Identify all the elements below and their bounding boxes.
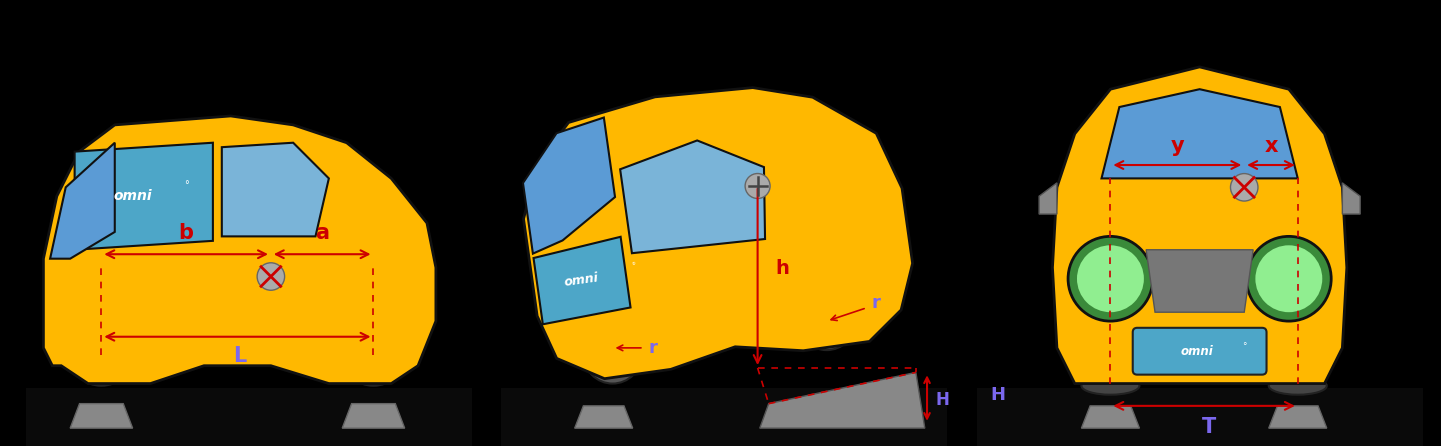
Text: L: L bbox=[233, 346, 246, 366]
Text: r: r bbox=[648, 339, 657, 357]
Circle shape bbox=[584, 326, 641, 384]
FancyBboxPatch shape bbox=[1133, 328, 1267, 375]
Ellipse shape bbox=[1268, 377, 1327, 395]
Polygon shape bbox=[1101, 89, 1298, 178]
Text: °: ° bbox=[631, 262, 637, 271]
Text: °: ° bbox=[1242, 342, 1246, 351]
Text: r: r bbox=[872, 294, 880, 312]
Bar bbox=[977, 388, 1422, 446]
Circle shape bbox=[79, 332, 124, 377]
Polygon shape bbox=[1146, 250, 1254, 312]
Text: omni: omni bbox=[1182, 344, 1213, 358]
Polygon shape bbox=[43, 116, 435, 384]
Text: omni: omni bbox=[114, 189, 151, 203]
Polygon shape bbox=[533, 237, 631, 324]
Polygon shape bbox=[71, 404, 133, 428]
Circle shape bbox=[342, 323, 405, 386]
Text: omni: omni bbox=[563, 272, 599, 289]
Circle shape bbox=[1246, 236, 1331, 321]
Text: y: y bbox=[1170, 136, 1185, 156]
Circle shape bbox=[745, 173, 769, 198]
Polygon shape bbox=[222, 143, 329, 236]
Text: h: h bbox=[775, 259, 790, 277]
Bar bbox=[501, 388, 947, 446]
Text: a: a bbox=[316, 223, 329, 243]
Polygon shape bbox=[523, 87, 912, 379]
Polygon shape bbox=[1039, 183, 1056, 214]
Circle shape bbox=[256, 263, 285, 290]
Bar bbox=[26, 388, 471, 446]
Polygon shape bbox=[759, 372, 925, 428]
Circle shape bbox=[1231, 173, 1258, 201]
Polygon shape bbox=[575, 406, 633, 428]
Text: H: H bbox=[937, 391, 950, 409]
Polygon shape bbox=[50, 143, 115, 259]
Polygon shape bbox=[523, 118, 615, 254]
Text: °: ° bbox=[184, 180, 189, 190]
Circle shape bbox=[1255, 245, 1323, 312]
Ellipse shape bbox=[1081, 377, 1140, 395]
Polygon shape bbox=[1052, 67, 1347, 384]
Polygon shape bbox=[1081, 406, 1140, 428]
Circle shape bbox=[1068, 236, 1153, 321]
Polygon shape bbox=[620, 140, 765, 253]
Text: T: T bbox=[1202, 417, 1216, 437]
Polygon shape bbox=[1343, 183, 1360, 214]
Polygon shape bbox=[75, 143, 213, 250]
Polygon shape bbox=[1268, 406, 1327, 428]
Text: x: x bbox=[1264, 136, 1278, 156]
Polygon shape bbox=[342, 404, 405, 428]
Circle shape bbox=[1076, 245, 1144, 312]
Circle shape bbox=[798, 292, 856, 350]
Text: H: H bbox=[990, 386, 1004, 404]
Text: b: b bbox=[179, 223, 193, 243]
Circle shape bbox=[352, 332, 396, 377]
Circle shape bbox=[592, 334, 633, 375]
Circle shape bbox=[807, 301, 847, 341]
Circle shape bbox=[71, 323, 133, 386]
